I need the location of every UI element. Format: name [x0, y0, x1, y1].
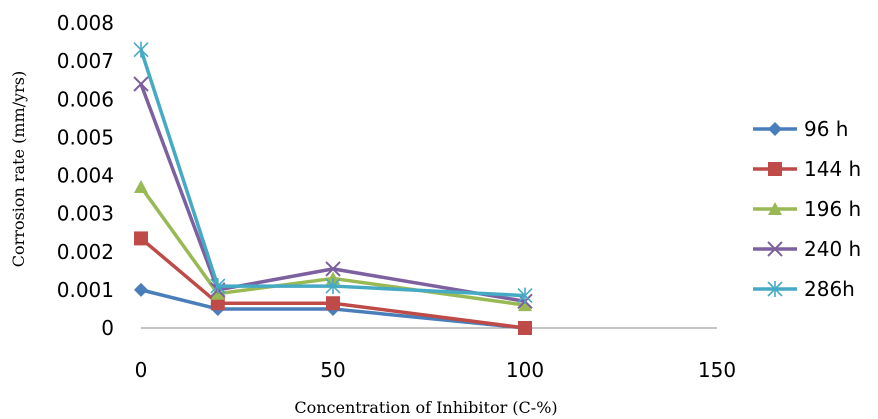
series-286h [133, 41, 533, 304]
y-tick-label: 0.005 [57, 125, 114, 149]
y-tick-label: 0.006 [57, 87, 114, 111]
data-point-triangle [326, 271, 340, 285]
data-point-triangle [518, 298, 532, 312]
legend: 96 h 144 h 196 h 240 h 286h [753, 117, 861, 301]
data-point-star [767, 281, 783, 297]
data-point-diamond [768, 122, 782, 136]
x-tick-label: 50 [320, 358, 345, 382]
legend-item-144h: 144 h [753, 157, 861, 181]
data-point-square [768, 162, 782, 176]
series-line-144h [139, 237, 526, 330]
legend-item-286h: 286h [753, 277, 855, 301]
data-point-x [325, 261, 341, 277]
data-point-star [133, 41, 149, 58]
data-point-square [326, 296, 340, 311]
data-point-square [210, 296, 225, 311]
data-point-star [517, 287, 533, 304]
y-tick-label: 0 [101, 316, 114, 340]
series-line-96h [140, 288, 526, 330]
series-group [133, 41, 533, 335]
series-144h [134, 231, 532, 335]
y-tick-labels: 0 0.001 0.002 0.003 0.004 0.005 0.006 0.007 0.00… [57, 11, 114, 340]
legend-item-196h: 196 h [753, 197, 861, 221]
series-line-240h [139, 83, 526, 304]
series-line-286h [139, 49, 526, 298]
legend-label: 96 h [804, 117, 848, 141]
data-point-x [767, 241, 783, 257]
y-tick-label: 0.004 [57, 164, 114, 188]
x-tick-label: 100 [506, 358, 544, 382]
y-tick-label: 0.002 [57, 240, 114, 264]
legend-label: 240 h [804, 237, 861, 261]
y-axis-title: Corrosion rate (mm/yrs) [9, 71, 28, 267]
x-axis-title: Concentration of Inhibitor (C-%) [294, 398, 557, 417]
data-point-triangle [768, 202, 782, 215]
y-tick-label: 0.001 [57, 278, 114, 302]
legend-label: 196 h [804, 197, 861, 221]
x-tick-label: 150 [698, 358, 736, 382]
legend-label: 144 h [804, 157, 861, 181]
data-point-square [518, 321, 532, 335]
data-point-diamond [134, 282, 148, 297]
y-tick-label: 0.008 [57, 11, 114, 35]
data-point-triangle [134, 179, 148, 193]
x-tick-labels: 0 50 100 150 [135, 358, 736, 382]
y-tick-label: 0.003 [57, 202, 114, 226]
legend-item-96h: 96 h [753, 117, 848, 141]
x-tick-label: 0 [135, 358, 148, 382]
legend-label: 286h [804, 277, 855, 301]
legend-item-240h: 240 h [753, 237, 861, 261]
data-point-square [134, 231, 148, 246]
y-tick-label: 0.007 [57, 49, 114, 73]
data-point-star [210, 278, 226, 295]
data-point-x [133, 76, 149, 92]
data-point-star [325, 278, 341, 295]
